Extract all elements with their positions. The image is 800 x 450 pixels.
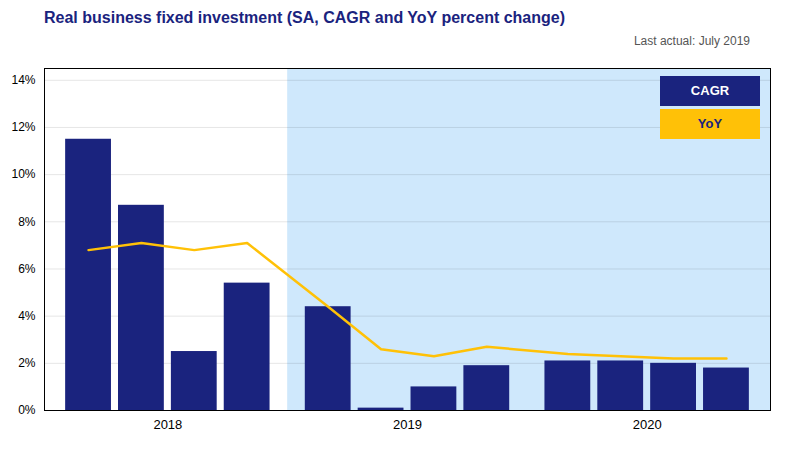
svg-text:2018: 2018 [153,417,182,432]
html-text:YoY: YoY [697,116,723,131]
html-text:Last actual: July 2019: Last actual: July 2019 [633,34,750,48]
svg-text:2019: 2019 [393,417,422,432]
svg-text:14%: 14% [11,73,35,87]
svg-text:4%: 4% [18,309,36,323]
svg-text:10%: 10% [11,167,35,181]
svg-text:0%: 0% [18,403,36,417]
html-text:CAGR: CAGR [690,83,730,98]
svg-text:12%: 12% [11,120,35,134]
svg-text:2020: 2020 [633,417,662,432]
svg-text:2%: 2% [18,356,36,370]
svg-text:8%: 8% [18,215,36,229]
svg-text:6%: 6% [18,262,36,276]
html-text:Real business fixed investment: Real business fixed investment (SA, CAGR… [44,9,565,26]
